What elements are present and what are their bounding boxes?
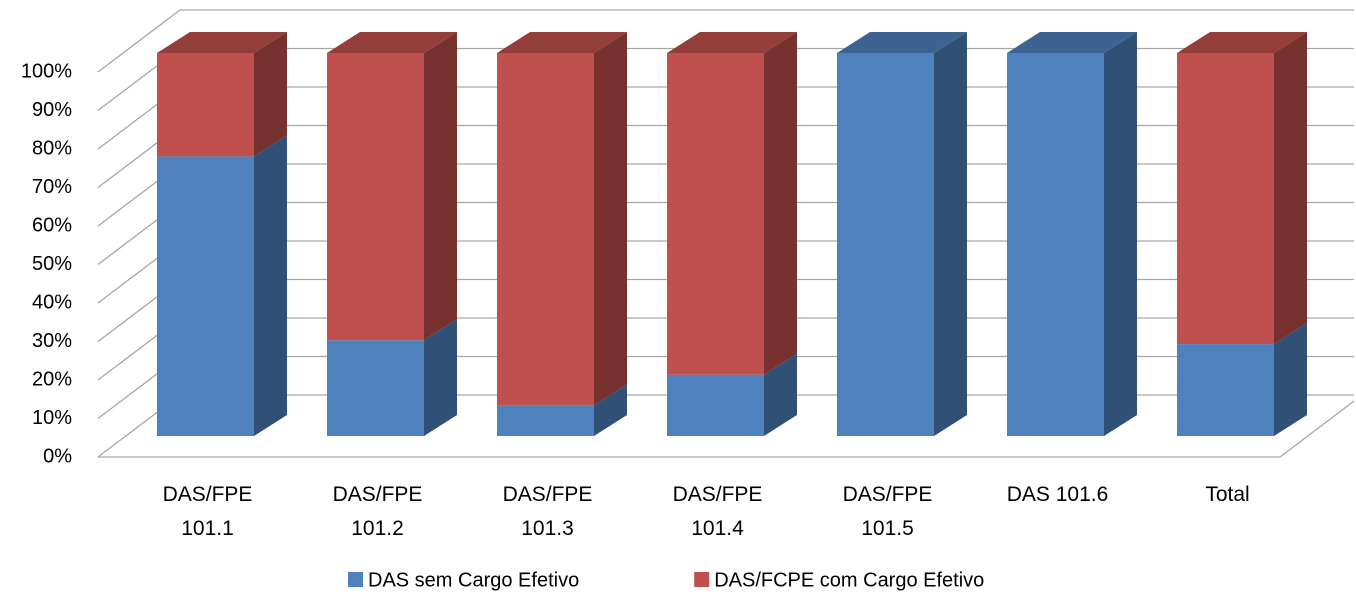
bar-top bbox=[837, 32, 967, 53]
bar-side bbox=[1274, 323, 1307, 436]
bar-top bbox=[157, 32, 287, 53]
bar-front bbox=[157, 156, 254, 436]
bar-front bbox=[1007, 53, 1104, 436]
legend-swatch bbox=[348, 572, 363, 587]
y-tick-label: 10% bbox=[32, 407, 72, 429]
y-tick-label: 100% bbox=[21, 60, 72, 82]
bar-top bbox=[327, 32, 457, 53]
y-tick-label: 80% bbox=[32, 137, 72, 159]
bar-front bbox=[667, 53, 764, 375]
bar-side bbox=[1104, 32, 1137, 436]
y-tick-label: 50% bbox=[32, 253, 72, 275]
bar-front bbox=[497, 53, 594, 406]
bar-side bbox=[764, 32, 797, 375]
bar-side bbox=[254, 135, 287, 436]
legend-swatch bbox=[694, 572, 710, 587]
bar-front bbox=[837, 53, 934, 436]
legend-label: DAS sem Cargo Efetivo bbox=[368, 569, 579, 591]
y-tick-label: 90% bbox=[32, 99, 72, 121]
x-tick-label: DAS/FPE 101.4 bbox=[672, 483, 763, 540]
x-tick-label: DAS/FPE 101.3 bbox=[502, 483, 593, 540]
y-tick-label: 20% bbox=[32, 368, 72, 390]
bar-front bbox=[157, 53, 254, 157]
bar-side bbox=[934, 32, 967, 436]
legend-label: DAS/FCPE com Cargo Efetivo bbox=[714, 569, 984, 591]
bar-side bbox=[1274, 32, 1307, 345]
bar-front bbox=[1177, 344, 1274, 436]
y-tick-label: 40% bbox=[32, 291, 72, 313]
x-tick-label: DAS/FPE 101.5 bbox=[842, 483, 933, 540]
bar-front bbox=[667, 374, 764, 436]
x-tick-label: DAS/FPE 101.1 bbox=[162, 483, 253, 540]
bar-top bbox=[497, 32, 627, 53]
bar-front bbox=[327, 53, 424, 341]
bar-side bbox=[424, 319, 457, 436]
bar-side bbox=[764, 353, 797, 436]
bar-top bbox=[1007, 32, 1137, 53]
y-tick-label: 70% bbox=[32, 176, 72, 198]
y-tick-label: 60% bbox=[32, 214, 72, 236]
bar-front bbox=[1177, 53, 1274, 345]
x-tick-label: Total bbox=[1205, 483, 1250, 506]
y-tick-label: 0% bbox=[43, 445, 72, 467]
bar-side bbox=[424, 32, 457, 341]
floor bbox=[98, 400, 1355, 458]
bar-side bbox=[254, 32, 287, 157]
bar-front bbox=[327, 340, 424, 436]
x-tick-label: DAS/FPE 101.2 bbox=[332, 483, 423, 540]
bar-side bbox=[594, 384, 627, 436]
grid-line bbox=[97, 9, 1354, 73]
x-tick-label: DAS 101.6 bbox=[1006, 483, 1109, 506]
bar-top bbox=[1177, 32, 1307, 53]
y-tick-label: 30% bbox=[32, 330, 72, 352]
bar-side bbox=[594, 32, 627, 406]
bar-top bbox=[667, 32, 797, 53]
bar-front bbox=[497, 405, 594, 436]
